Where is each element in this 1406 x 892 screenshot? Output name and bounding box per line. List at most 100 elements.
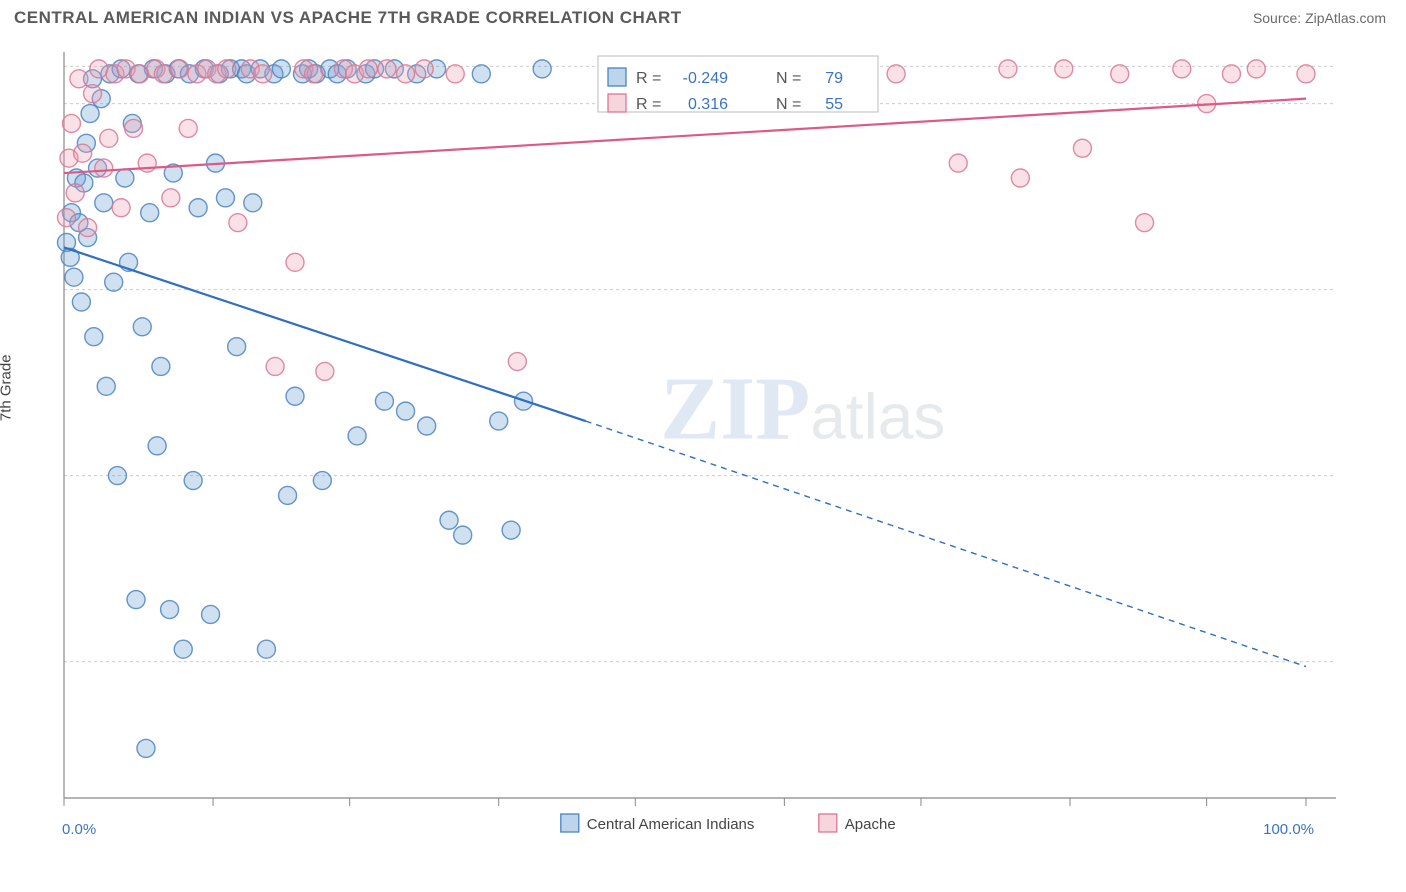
- data-point-apache: [378, 60, 396, 78]
- data-point-apache: [62, 114, 80, 132]
- data-point-apache: [1111, 65, 1129, 83]
- data-point-apache: [70, 70, 88, 88]
- series-label-cai: Central American Indians: [587, 816, 755, 833]
- data-point-cai: [95, 194, 113, 212]
- data-point-apache: [1011, 169, 1029, 187]
- legend-r-value-apache: 0.316: [688, 96, 728, 113]
- data-point-cai: [279, 486, 297, 504]
- data-point-apache: [1297, 65, 1315, 83]
- scatter-plot: 0.0%100.0%77.5%85.0%92.5%100.0%ZIPatlasR…: [48, 40, 1374, 870]
- data-point-apache: [508, 353, 526, 371]
- series-swatch-apache: [819, 814, 837, 832]
- data-point-apache: [446, 65, 464, 83]
- data-point-cai: [108, 467, 126, 485]
- data-point-cai: [81, 105, 99, 123]
- legend-r-label: R =: [636, 70, 661, 87]
- data-point-cai: [72, 293, 90, 311]
- legend-n-value-apache: 55: [825, 96, 843, 113]
- data-point-apache: [112, 199, 130, 217]
- data-point-cai: [97, 377, 115, 395]
- chart-title: CENTRAL AMERICAN INDIAN VS APACHE 7TH GR…: [14, 8, 682, 28]
- scatter-plot-svg: 0.0%100.0%77.5%85.0%92.5%100.0%ZIPatlasR…: [48, 40, 1338, 870]
- data-point-cai: [257, 640, 275, 658]
- data-point-apache: [131, 65, 149, 83]
- data-point-apache: [1073, 139, 1091, 157]
- data-point-cai: [440, 511, 458, 529]
- data-point-apache: [100, 129, 118, 147]
- data-point-apache: [1173, 60, 1191, 78]
- data-point-cai: [313, 472, 331, 490]
- data-point-apache: [90, 60, 108, 78]
- data-point-cai: [490, 412, 508, 430]
- data-point-apache: [1136, 214, 1154, 232]
- data-point-apache: [179, 119, 197, 137]
- data-point-apache: [1222, 65, 1240, 83]
- data-point-cai: [137, 739, 155, 757]
- data-point-cai: [161, 601, 179, 619]
- data-point-cai: [85, 328, 103, 346]
- data-point-cai: [189, 199, 207, 217]
- data-point-apache: [359, 60, 377, 78]
- data-point-apache: [949, 154, 967, 172]
- data-point-cai: [418, 417, 436, 435]
- data-point-apache: [397, 65, 415, 83]
- data-point-apache: [266, 357, 284, 375]
- y-axis-label: 7th Grade: [0, 354, 15, 421]
- data-point-cai: [141, 204, 159, 222]
- data-point-cai: [152, 357, 170, 375]
- data-point-apache: [999, 60, 1017, 78]
- data-point-cai: [127, 591, 145, 609]
- chart-source: Source: ZipAtlas.com: [1253, 10, 1386, 26]
- data-point-cai: [202, 605, 220, 623]
- legend-swatch-cai: [608, 68, 626, 86]
- data-point-cai: [272, 60, 290, 78]
- data-point-apache: [415, 60, 433, 78]
- data-point-apache: [57, 209, 75, 227]
- data-point-cai: [397, 402, 415, 420]
- data-point-cai: [244, 194, 262, 212]
- legend-swatch-apache: [608, 94, 626, 112]
- data-point-apache: [887, 65, 905, 83]
- data-point-cai: [116, 169, 134, 187]
- data-point-apache: [125, 119, 143, 137]
- data-point-apache: [254, 65, 272, 83]
- watermark: ZIPatlas: [660, 359, 945, 458]
- series-swatch-cai: [561, 814, 579, 832]
- data-point-apache: [84, 85, 102, 103]
- data-point-cai: [286, 387, 304, 405]
- data-point-apache: [66, 184, 84, 202]
- series-label-apache: Apache: [845, 816, 896, 833]
- data-point-cai: [472, 65, 490, 83]
- data-point-cai: [174, 640, 192, 658]
- x-tick-label: 100.0%: [1263, 821, 1314, 838]
- data-point-cai: [105, 273, 123, 291]
- legend-n-value-cai: 79: [825, 70, 843, 87]
- data-point-apache: [1247, 60, 1265, 78]
- data-point-cai: [133, 318, 151, 336]
- data-point-apache: [171, 60, 189, 78]
- chart-header: CENTRAL AMERICAN INDIAN VS APACHE 7TH GR…: [0, 0, 1406, 36]
- legend-r-value-cai: -0.249: [683, 70, 728, 87]
- legend-r-label: R =: [636, 96, 661, 113]
- data-point-cai: [228, 338, 246, 356]
- data-point-apache: [79, 219, 97, 237]
- data-point-cai: [454, 526, 472, 544]
- data-point-cai: [502, 521, 520, 539]
- data-point-cai: [216, 189, 234, 207]
- data-point-cai: [533, 60, 551, 78]
- legend-n-label: N =: [776, 70, 801, 87]
- data-point-cai: [65, 268, 83, 286]
- data-point-apache: [229, 214, 247, 232]
- data-point-apache: [162, 189, 180, 207]
- data-point-apache: [95, 159, 113, 177]
- data-point-apache: [218, 60, 236, 78]
- data-point-apache: [286, 253, 304, 271]
- data-point-apache: [316, 362, 334, 380]
- data-point-apache: [154, 65, 172, 83]
- data-point-cai: [184, 472, 202, 490]
- data-point-apache: [305, 65, 323, 83]
- data-point-cai: [148, 437, 166, 455]
- data-point-cai: [348, 427, 366, 445]
- data-point-cai: [375, 392, 393, 410]
- x-tick-label: 0.0%: [62, 821, 96, 838]
